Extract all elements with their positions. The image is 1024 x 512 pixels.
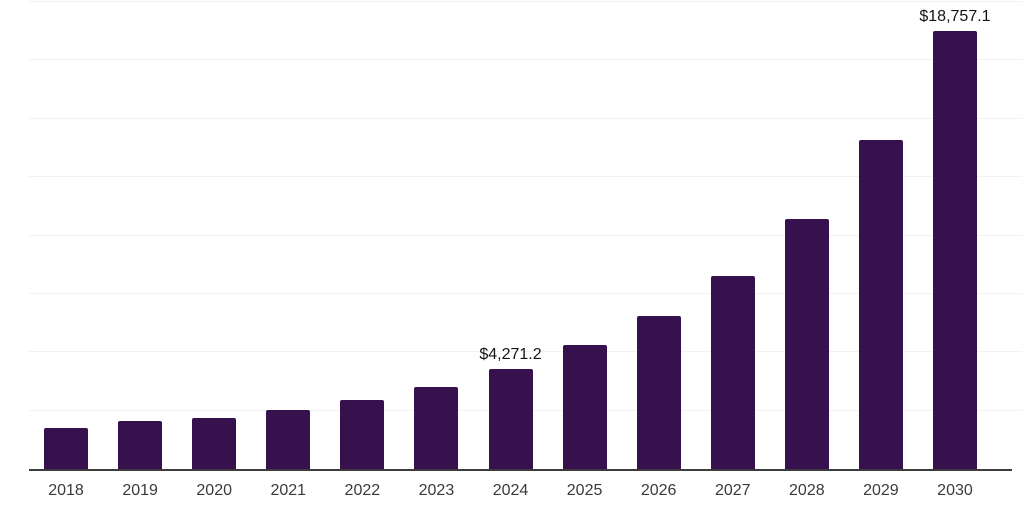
x-axis-tick-label-2025: 2025 <box>566 482 603 499</box>
bar-2018 <box>44 427 89 469</box>
bar-slot-2030: $18,757.1 <box>918 2 992 469</box>
x-axis-tick-label-2020: 2020 <box>196 482 232 499</box>
x-axis-tick-label-2026: 2026 <box>640 482 677 499</box>
bars-container: $4,271.2 $18,757.1 <box>29 2 992 469</box>
bar-slot-2024: $4,271.2 <box>473 2 547 469</box>
bar-slot-2027 <box>696 2 770 469</box>
gridline-20000 <box>29 1 1022 2</box>
bar-2021 <box>266 409 311 469</box>
bar-value-label-2030: $18,757.1 <box>919 8 991 26</box>
bar-slot-2019 <box>103 2 177 469</box>
bar-2024 <box>488 369 533 469</box>
bar-slot-2025 <box>548 2 622 469</box>
x-axis-tick-label-2030: 2030 <box>937 482 973 499</box>
bar-slot-2023 <box>399 2 473 469</box>
bar-2027 <box>710 275 755 469</box>
x-axis-tick-label-2023: 2023 <box>418 482 455 499</box>
bar-2023 <box>414 386 459 469</box>
bar-2020 <box>192 417 237 469</box>
x-axis-line <box>29 469 1012 471</box>
bar-slot-2018 <box>29 2 103 469</box>
x-axis-tick-label-2029: 2029 <box>863 482 899 499</box>
bar-slot-2029 <box>844 2 918 469</box>
bar-2030 <box>932 31 977 469</box>
x-axis-labels: 2018 2019 2020 2021 2022 2023 2024 2025 2026 2027… <box>29 482 992 500</box>
bar-slot-2022 <box>325 2 399 469</box>
gridline-12500 <box>29 176 1022 178</box>
bar-2022 <box>340 400 385 469</box>
gridline-15000 <box>29 117 1022 119</box>
x-axis-tick-label-2018: 2018 <box>48 482 84 499</box>
bar-slot-2020 <box>177 2 251 469</box>
x-axis-tick-label-2021: 2021 <box>270 482 307 499</box>
x-axis-tick-label-2024: 2024 <box>492 482 529 499</box>
gridline-5000 <box>29 351 1022 353</box>
x-axis-tick-label-2028: 2028 <box>789 482 825 499</box>
bar-2029 <box>858 140 903 469</box>
bar-2025 <box>562 345 607 469</box>
bar-slot-2028 <box>770 2 844 469</box>
bar-2026 <box>636 316 681 469</box>
bar-2019 <box>118 420 163 469</box>
x-axis-tick-label-2019: 2019 <box>122 482 158 499</box>
bar-value-label-2024: $4,271.2 <box>479 346 542 364</box>
gridline-17500 <box>29 59 1022 61</box>
x-axis-tick-label-2027: 2027 <box>714 482 751 499</box>
bar-2028 <box>784 218 829 469</box>
x-axis-tick-label-2022: 2022 <box>344 482 381 499</box>
gridline-10000 <box>29 234 1022 236</box>
bar-slot-2026 <box>622 2 696 469</box>
gridline-7500 <box>29 292 1022 294</box>
bar-slot-2021 <box>251 2 325 469</box>
